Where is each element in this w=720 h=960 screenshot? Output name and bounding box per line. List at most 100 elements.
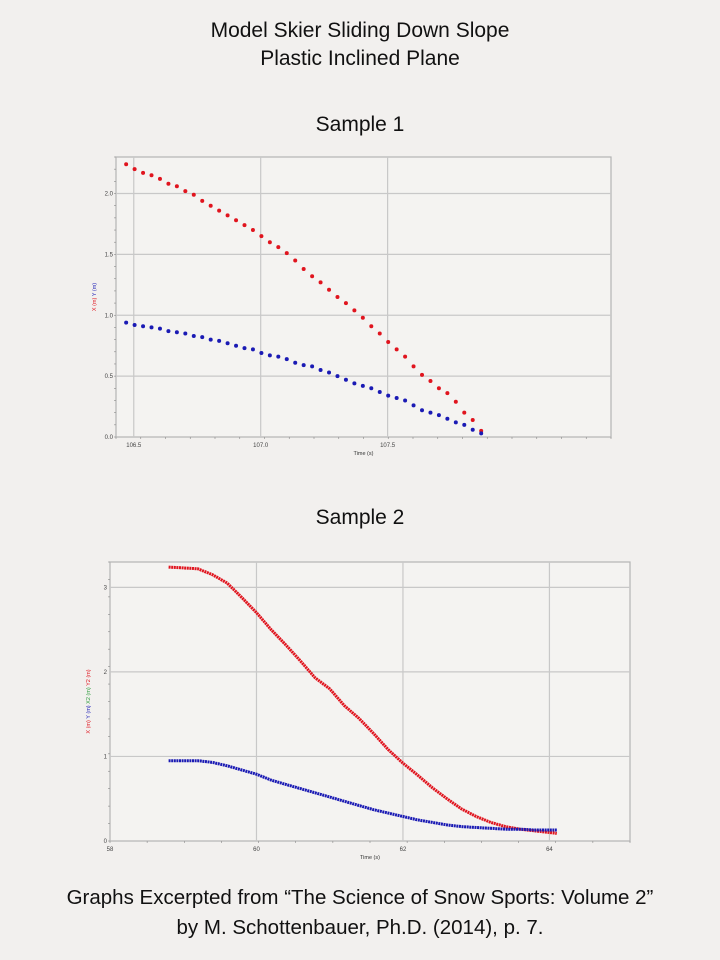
y-tick-label: 3 xyxy=(104,585,108,591)
data-point xyxy=(267,240,272,245)
data-point xyxy=(276,354,281,359)
data-point xyxy=(453,420,458,425)
data-point xyxy=(360,315,365,320)
data-point xyxy=(149,325,154,330)
x-tick-label: 62 xyxy=(400,847,407,853)
x-tick-label: 107.5 xyxy=(380,443,396,449)
data-point xyxy=(436,413,441,418)
data-point xyxy=(335,295,340,299)
page-title-line2: Plastic Inclined Plane xyxy=(260,47,460,70)
data-point xyxy=(301,363,306,368)
data-point xyxy=(132,167,137,172)
data-point xyxy=(250,347,255,352)
data-point xyxy=(200,335,205,340)
citation-line2: by M. Schottenbauer, Ph.D. (2014), p. 7. xyxy=(176,916,544,939)
citation-line1: Graphs Excerpted from “The Science of Sn… xyxy=(66,886,654,909)
plot-area xyxy=(109,561,631,842)
data-point xyxy=(157,326,162,331)
data-point xyxy=(208,203,213,208)
data-point xyxy=(293,360,298,365)
data-point xyxy=(132,323,137,327)
y-tick-label: 2.0 xyxy=(105,192,114,198)
data-point xyxy=(462,422,467,427)
sample-2-chart: 58 60 62 64 0 1 2 3 Time (s) X (m) Y (m) X2 (m) Y… xyxy=(86,561,631,861)
data-point xyxy=(453,399,458,404)
data-point xyxy=(327,370,332,375)
y-axis-label: X (m) Y (m) xyxy=(92,283,98,311)
data-point xyxy=(310,274,315,279)
x-tick-label: 107.0 xyxy=(253,443,269,449)
data-point xyxy=(327,287,332,292)
data-point xyxy=(141,324,146,329)
data-point xyxy=(191,192,196,197)
y-tick-label: 2 xyxy=(104,670,108,676)
data-point xyxy=(183,331,188,336)
x-axis-label: Time (s) xyxy=(360,855,380,861)
data-point xyxy=(242,223,247,228)
data-point xyxy=(352,381,357,386)
x-axis-label: Time (s) xyxy=(354,451,374,457)
data-point xyxy=(149,173,154,178)
page-title-line1: Model Skier Sliding Down Slope xyxy=(210,19,510,42)
data-point xyxy=(259,234,264,239)
data-point xyxy=(394,396,399,401)
data-point xyxy=(234,218,239,223)
y-tick-label: 0.5 xyxy=(105,374,114,380)
x-tick-label: 64 xyxy=(546,847,553,853)
data-point xyxy=(174,184,179,189)
y-tick-label: 0.0 xyxy=(105,435,114,441)
x-tick-label: 60 xyxy=(253,847,260,853)
data-point xyxy=(470,417,475,422)
data-point xyxy=(259,351,264,355)
data-point xyxy=(157,176,162,181)
data-point xyxy=(335,374,340,379)
data-point xyxy=(377,331,382,336)
data-point xyxy=(217,338,222,343)
data-point xyxy=(318,280,323,285)
data-point xyxy=(386,340,391,345)
data-point xyxy=(183,189,188,194)
data-point xyxy=(174,330,179,335)
data-point xyxy=(267,353,272,358)
data-point xyxy=(124,162,129,167)
data-point xyxy=(420,408,425,413)
data-point xyxy=(166,329,171,334)
data-point xyxy=(403,354,408,359)
x-tick-label: 58 xyxy=(107,847,114,853)
data-point xyxy=(191,333,196,338)
y-tick-label: 0 xyxy=(104,839,108,845)
series-line xyxy=(168,759,557,832)
y-axis-label: X (m) Y (m) X2 (m) Y2 (m) xyxy=(86,669,92,733)
data-point xyxy=(200,198,205,203)
data-point xyxy=(403,398,408,403)
data-point xyxy=(124,320,129,325)
data-point xyxy=(420,372,425,377)
data-point xyxy=(369,324,374,329)
data-point xyxy=(428,410,433,415)
y-tick-label: 1.0 xyxy=(105,313,114,319)
data-point xyxy=(293,258,298,263)
data-point xyxy=(352,308,357,313)
data-point xyxy=(225,213,230,218)
data-point xyxy=(445,391,450,396)
data-point xyxy=(284,357,289,362)
sample-1-chart: 106.5 107.0 107.5 0.0 0.5 1.0 1.5 2.0 Time (s) X … xyxy=(92,156,612,457)
plot-area xyxy=(115,156,612,438)
data-point xyxy=(166,181,171,186)
data-point xyxy=(217,208,222,213)
data-point xyxy=(386,393,391,398)
data-point xyxy=(276,245,281,250)
data-point xyxy=(470,427,475,432)
data-point xyxy=(242,346,247,351)
series-line xyxy=(168,565,557,835)
y-tick-label: 1 xyxy=(104,754,108,760)
data-point xyxy=(343,377,348,382)
data-point xyxy=(479,431,484,436)
data-point xyxy=(394,347,399,352)
data-point xyxy=(141,170,146,175)
data-point xyxy=(208,337,213,342)
data-point xyxy=(310,364,315,369)
data-point xyxy=(462,410,467,415)
x-tick-label: 106.5 xyxy=(126,443,142,449)
data-point xyxy=(411,403,416,408)
